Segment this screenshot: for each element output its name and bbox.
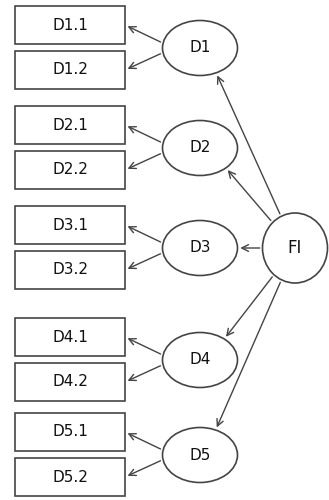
Text: D5.2: D5.2 <box>52 470 88 484</box>
FancyBboxPatch shape <box>15 318 125 356</box>
Ellipse shape <box>263 213 327 283</box>
Ellipse shape <box>163 428 238 482</box>
Text: D5: D5 <box>189 448 211 462</box>
Ellipse shape <box>163 220 238 276</box>
Text: D2: D2 <box>189 140 211 156</box>
FancyBboxPatch shape <box>15 363 125 401</box>
FancyBboxPatch shape <box>15 51 125 89</box>
FancyBboxPatch shape <box>15 151 125 189</box>
Text: D4.1: D4.1 <box>52 330 88 344</box>
FancyBboxPatch shape <box>15 106 125 144</box>
Text: D4: D4 <box>189 352 211 368</box>
Text: D1: D1 <box>189 40 211 56</box>
FancyBboxPatch shape <box>15 206 125 244</box>
Text: D3.2: D3.2 <box>52 262 88 278</box>
Text: D5.1: D5.1 <box>52 424 88 440</box>
Text: D2.1: D2.1 <box>52 118 88 132</box>
FancyBboxPatch shape <box>15 6 125 44</box>
Text: D3: D3 <box>189 240 211 256</box>
Text: D1.2: D1.2 <box>52 62 88 78</box>
Text: D2.2: D2.2 <box>52 162 88 178</box>
FancyBboxPatch shape <box>15 251 125 289</box>
FancyBboxPatch shape <box>15 413 125 451</box>
Text: FI: FI <box>288 239 302 257</box>
Text: D3.1: D3.1 <box>52 218 88 232</box>
Text: D1.1: D1.1 <box>52 18 88 32</box>
Ellipse shape <box>163 120 238 176</box>
FancyBboxPatch shape <box>15 458 125 496</box>
Ellipse shape <box>163 332 238 388</box>
Text: D4.2: D4.2 <box>52 374 88 390</box>
Ellipse shape <box>163 20 238 76</box>
